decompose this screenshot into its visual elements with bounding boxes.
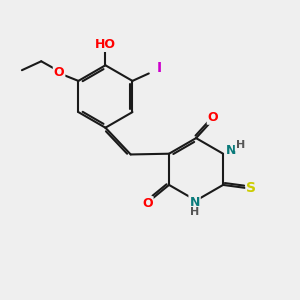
Text: O: O [208,111,218,124]
Text: O: O [142,197,153,210]
Text: N: N [189,196,200,208]
Text: I: I [157,61,162,74]
Text: HO: HO [95,38,116,51]
Text: H: H [236,140,245,150]
Text: N: N [226,144,237,157]
Text: S: S [246,182,256,196]
Text: H: H [190,207,199,217]
Text: O: O [54,66,64,79]
